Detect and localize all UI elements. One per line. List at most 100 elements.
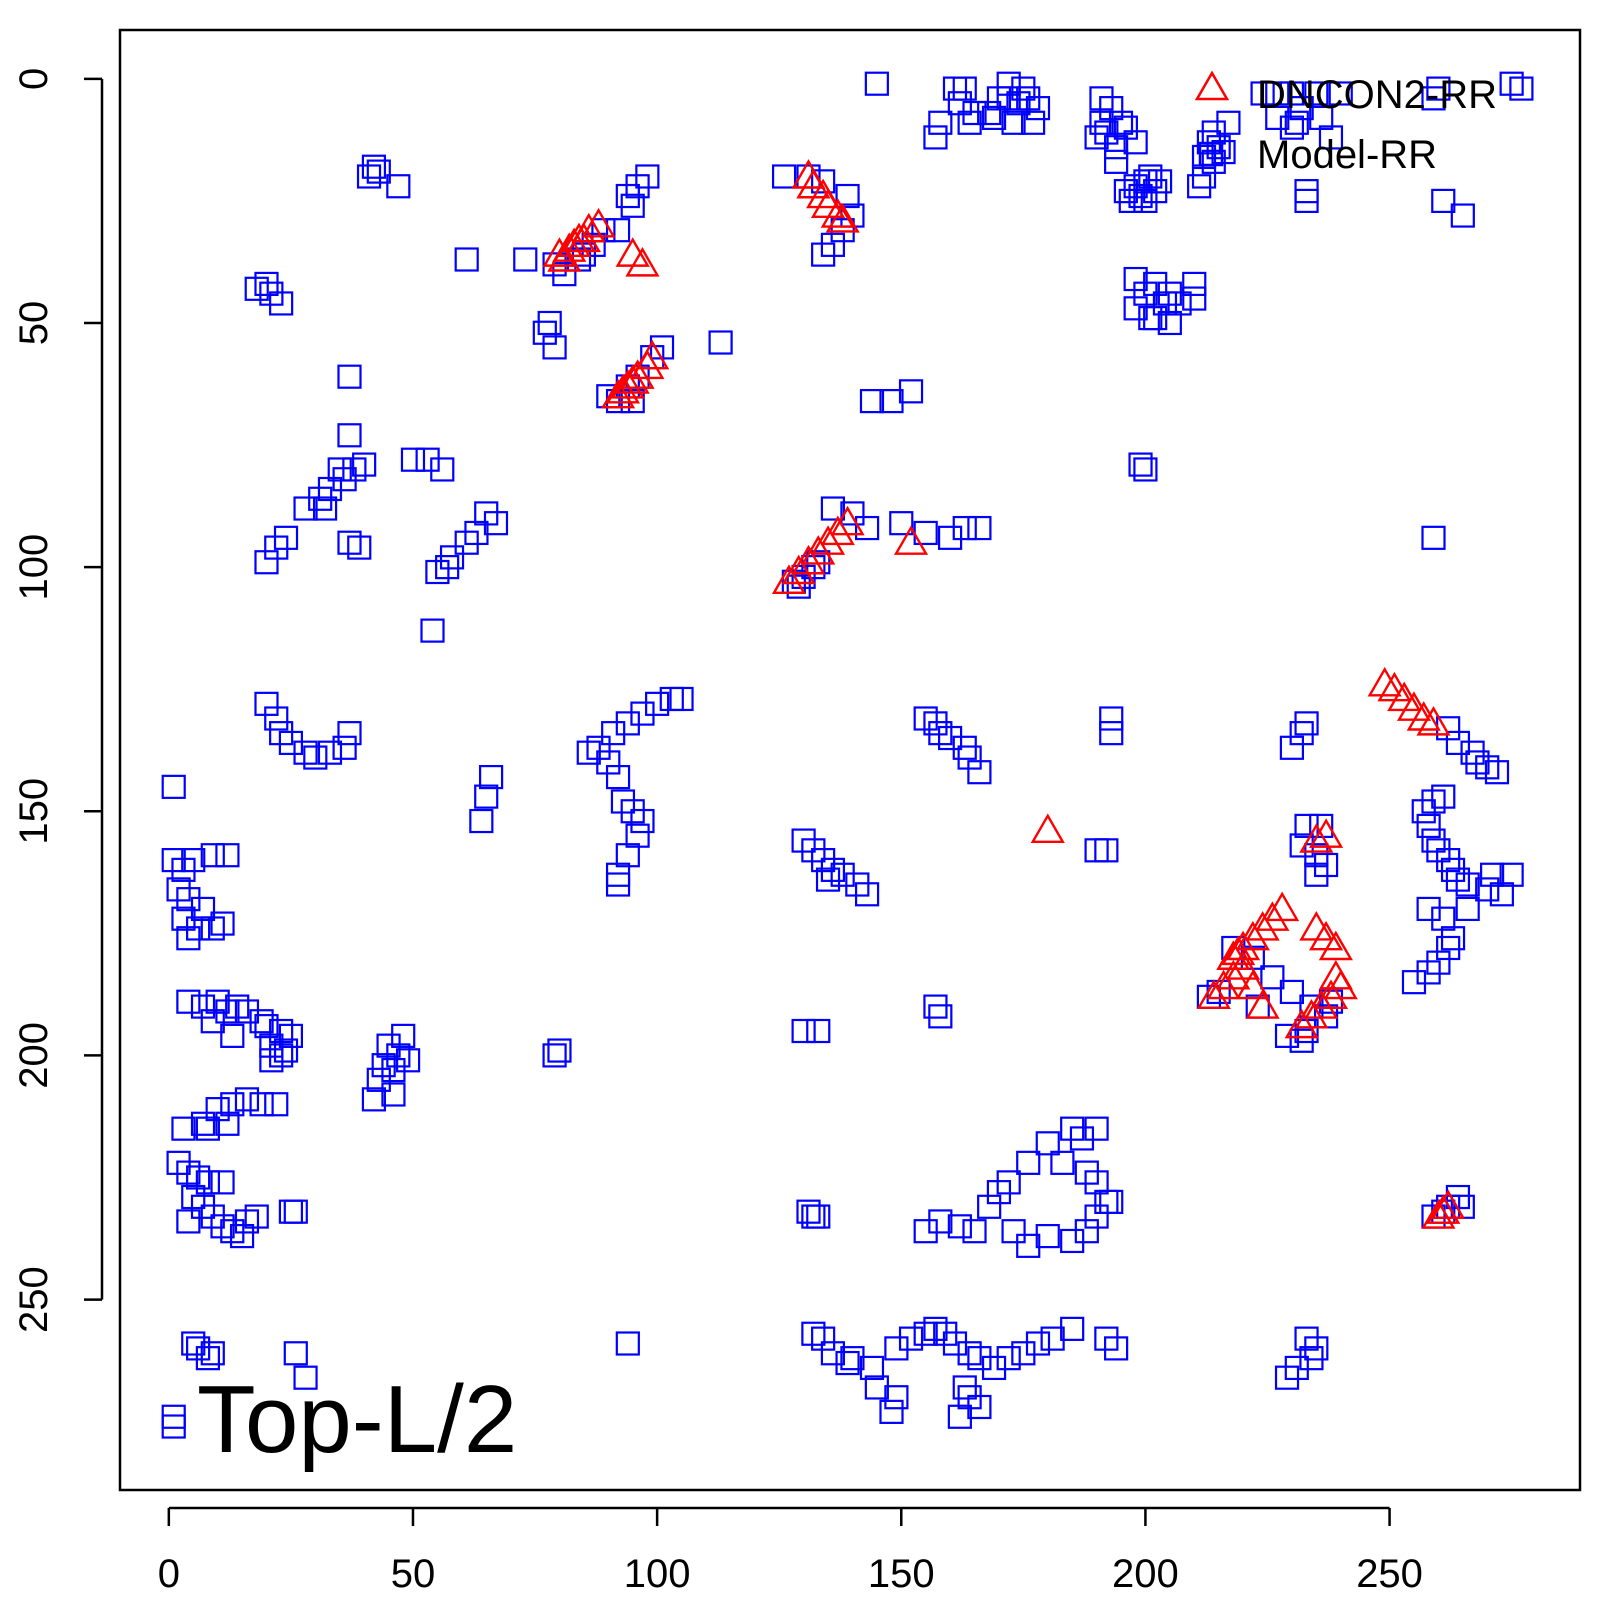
model-rr-point bbox=[303, 745, 328, 770]
model-rr-point bbox=[532, 320, 557, 345]
model-rr-point bbox=[1143, 271, 1168, 297]
model-rr-point bbox=[483, 511, 509, 536]
model-rr-point bbox=[942, 1331, 968, 1356]
model-rr-point bbox=[996, 1346, 1021, 1371]
model-rr-point bbox=[967, 1346, 992, 1371]
model-rr-point bbox=[308, 486, 333, 511]
model-rr-point bbox=[1016, 1233, 1041, 1258]
model-rr-point bbox=[439, 545, 465, 570]
model-rr-point bbox=[986, 1180, 1012, 1205]
model-rr-point bbox=[1279, 979, 1305, 1005]
model-rr-point bbox=[923, 1316, 948, 1341]
model-rr-point bbox=[430, 457, 455, 482]
model-rr-point bbox=[190, 1194, 216, 1219]
model-rr-point bbox=[269, 1043, 294, 1068]
legend-dncon2-marker bbox=[1194, 70, 1230, 101]
model-rr-point bbox=[1094, 120, 1119, 145]
dncon2-rr-point bbox=[1313, 979, 1349, 1010]
dncon2-rr-point bbox=[1225, 950, 1261, 980]
model-rr-point bbox=[220, 1219, 245, 1244]
model-rr-point bbox=[366, 159, 391, 184]
model-rr-point bbox=[811, 169, 836, 194]
model-rr-point bbox=[1465, 750, 1490, 775]
model-rr-point bbox=[1309, 813, 1334, 839]
model-rr-point bbox=[1289, 1028, 1314, 1053]
dncon2-rr-point bbox=[1367, 666, 1402, 697]
model-rr-point bbox=[796, 1199, 821, 1224]
model-rr-point bbox=[1089, 110, 1114, 135]
model-rr-point bbox=[635, 164, 660, 189]
model-rr-point bbox=[859, 1355, 885, 1381]
model-rr-point bbox=[1411, 799, 1436, 824]
model-rr-point bbox=[1016, 1150, 1041, 1175]
dncon2-rr-point bbox=[1245, 911, 1280, 941]
model-rr-point bbox=[1016, 86, 1041, 111]
dncon2-rr-point bbox=[605, 373, 641, 404]
dncon2-rr-point bbox=[1318, 930, 1353, 961]
model-rr-point bbox=[1284, 1355, 1309, 1381]
model-rr-point bbox=[1104, 149, 1129, 174]
model-rr-point bbox=[1074, 1160, 1099, 1185]
model-rr-point bbox=[571, 242, 596, 267]
x-tick-label: 100 bbox=[624, 1552, 691, 1596]
model-rr-point bbox=[923, 994, 948, 1019]
model-rr-point bbox=[1499, 71, 1524, 96]
dncon2-rr-point bbox=[771, 564, 807, 594]
model-rr-point bbox=[205, 1097, 230, 1122]
model-rr-point bbox=[474, 784, 499, 809]
dncon2-rr-point bbox=[1225, 930, 1261, 961]
model-rr-point bbox=[1304, 1336, 1329, 1361]
model-rr-point bbox=[1025, 96, 1051, 121]
model-rr-point bbox=[840, 1346, 865, 1371]
model-rr-point bbox=[259, 1033, 284, 1058]
model-rr-point bbox=[830, 862, 855, 887]
dncon2-rr-point bbox=[810, 525, 846, 555]
model-rr-point bbox=[967, 760, 992, 785]
model-rr-point bbox=[1328, 81, 1353, 106]
model-rr-point bbox=[186, 916, 211, 941]
model-rr-point bbox=[1460, 740, 1485, 765]
dncon2-rr-point bbox=[615, 364, 650, 394]
model-rr-point bbox=[1206, 135, 1231, 160]
model-rr-point bbox=[596, 750, 621, 775]
model-rr-point bbox=[889, 511, 914, 536]
model-rr-point bbox=[820, 857, 846, 882]
model-rr-point bbox=[957, 1385, 982, 1410]
x-tick-label: 150 bbox=[868, 1552, 935, 1596]
model-rr-point bbox=[996, 86, 1021, 111]
model-rr-point bbox=[1431, 188, 1456, 214]
model-rr-point bbox=[952, 76, 977, 101]
model-rr-point bbox=[981, 105, 1007, 130]
model-rr-point bbox=[1123, 266, 1148, 292]
model-rr-point bbox=[1401, 970, 1427, 995]
model-rr-point bbox=[864, 1375, 889, 1400]
model-rr-point bbox=[1094, 1326, 1119, 1351]
model-rr-point bbox=[312, 496, 338, 521]
x-tick-label: 50 bbox=[391, 1552, 436, 1596]
x-tick-label: 250 bbox=[1356, 1552, 1423, 1596]
model-rr-point bbox=[1426, 950, 1451, 975]
model-rr-point bbox=[791, 828, 816, 853]
model-rr-point bbox=[542, 1043, 567, 1068]
model-rr-point bbox=[820, 1341, 846, 1366]
model-rr-point bbox=[273, 525, 299, 550]
model-rr-point bbox=[811, 1326, 836, 1351]
model-rr-point bbox=[542, 252, 567, 277]
model-rr-point bbox=[1035, 1131, 1060, 1156]
y-tick-label: 200 bbox=[12, 1022, 56, 1089]
model-rr-point bbox=[1133, 169, 1158, 194]
model-rr-point bbox=[537, 310, 562, 336]
model-rr-point bbox=[620, 799, 645, 824]
dncon2-rr-point bbox=[1421, 1199, 1456, 1229]
model-rr-point bbox=[1421, 828, 1446, 853]
model-rr-point bbox=[1294, 711, 1319, 736]
model-rr-point bbox=[1006, 91, 1031, 116]
dncon2-rr-point bbox=[830, 505, 865, 536]
model-rr-point bbox=[166, 1150, 191, 1175]
model-rr-point bbox=[947, 1214, 972, 1239]
model-rr-point bbox=[771, 164, 797, 189]
dncon2-rr-point bbox=[801, 535, 836, 565]
series-dncon2-rr bbox=[542, 159, 1466, 1229]
dncon2-rr-point bbox=[1294, 998, 1329, 1029]
model-rr-point bbox=[928, 1209, 953, 1234]
